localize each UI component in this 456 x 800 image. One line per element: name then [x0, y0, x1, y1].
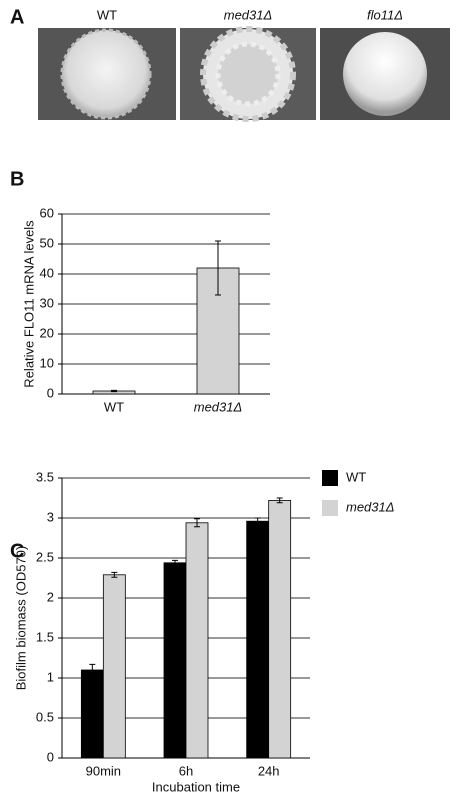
x-tick-label: 6h [179, 763, 193, 778]
panel-label: B [10, 168, 24, 190]
legend-swatch [322, 470, 338, 486]
y-tick-label: 3 [47, 509, 54, 524]
y-tick-label: 30 [40, 295, 54, 310]
legend-label: WT [346, 469, 366, 484]
error-bar [172, 559, 178, 566]
error-bar [111, 389, 117, 393]
colony-label: med31Δ [224, 7, 272, 22]
y-tick-label: 50 [40, 235, 54, 250]
colony-label: WT [97, 7, 117, 22]
x-tick-label: 90min [86, 763, 121, 778]
bar [185, 522, 209, 759]
error-bar [276, 497, 283, 504]
bar [246, 520, 270, 759]
x-axis-label: Incubation time [152, 779, 240, 794]
y-tick-label: 40 [40, 265, 54, 280]
error-bar [254, 517, 261, 525]
y-tick-label: 1.5 [36, 629, 54, 644]
y-axis-label: Biofilm biomass (OD570) [13, 546, 28, 691]
y-tick-label: 0 [47, 749, 54, 764]
panel-label: A [10, 6, 24, 28]
y-tick-label: 60 [40, 205, 54, 220]
x-tick-label: med31Δ [194, 399, 242, 414]
y-tick-label: 1 [47, 669, 54, 684]
error-bar [111, 571, 118, 578]
x-tick-label: 24h [258, 763, 280, 778]
y-tick-label: 2 [47, 589, 54, 604]
bar [268, 499, 292, 759]
bar [102, 574, 126, 759]
bar [163, 562, 187, 759]
y-tick-label: 0.5 [36, 709, 54, 724]
y-tick-label: 3.5 [36, 469, 54, 484]
legend-label: med31Δ [346, 499, 394, 514]
y-tick-label: 10 [40, 355, 54, 370]
error-bar [194, 518, 200, 528]
panel-label: C [10, 540, 24, 562]
y-axis-label: Relative FLO11 mRNA levels [21, 220, 36, 388]
bar [80, 669, 104, 759]
colony-photos [38, 26, 450, 122]
x-tick-label: WT [104, 399, 124, 414]
y-tick-label: 0 [47, 385, 54, 400]
error-bar [89, 663, 96, 677]
legend-swatch [322, 500, 338, 516]
error-bar [215, 240, 221, 296]
y-tick-label: 2.5 [36, 549, 54, 564]
colony-label: flo11Δ [367, 7, 403, 22]
y-tick-label: 20 [40, 325, 54, 340]
